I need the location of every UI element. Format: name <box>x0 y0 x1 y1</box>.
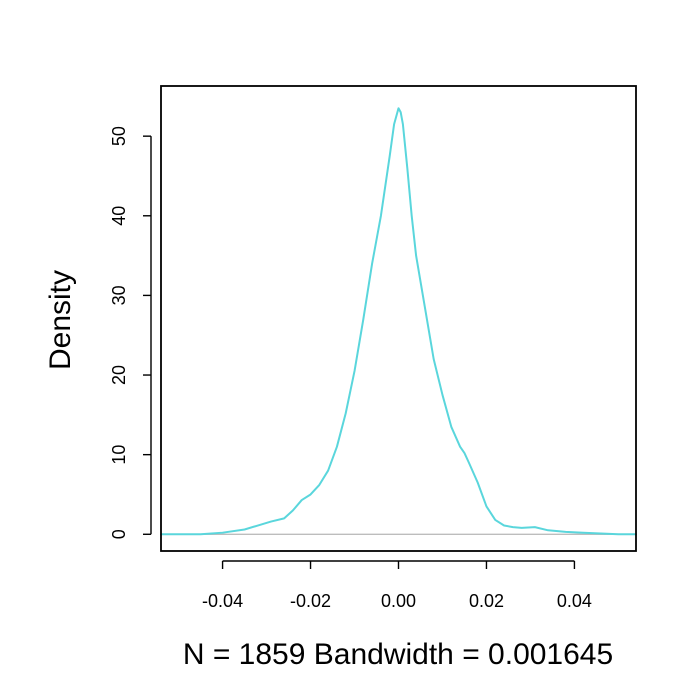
y-tick-label: 10 <box>109 445 129 465</box>
x-tick-label: 0.00 <box>381 591 416 611</box>
x-tick-label: -0.04 <box>202 591 243 611</box>
x-axis-title: N = 1859 Bandwidth = 0.001645 <box>183 638 613 671</box>
x-tick-label: 0.02 <box>469 591 504 611</box>
density-series-layer <box>160 107 637 536</box>
x-tick-label: 0.04 <box>557 591 592 611</box>
y-tick-label: 0 <box>109 529 129 539</box>
y-axis: 0 10 20 30 40 50 <box>109 126 152 539</box>
y-tick-label: 30 <box>109 285 129 305</box>
y-tick-label: 50 <box>109 126 129 146</box>
y-tick-label: 40 <box>109 206 129 226</box>
x-tick-label: -0.02 <box>290 591 331 611</box>
y-axis-title: Density <box>44 270 77 370</box>
y-tick-label: 20 <box>109 365 129 385</box>
x-axis: -0.04 -0.02 0.00 0.02 0.04 <box>202 560 592 611</box>
plot-frame <box>160 85 637 552</box>
density-line-0 <box>160 107 637 536</box>
